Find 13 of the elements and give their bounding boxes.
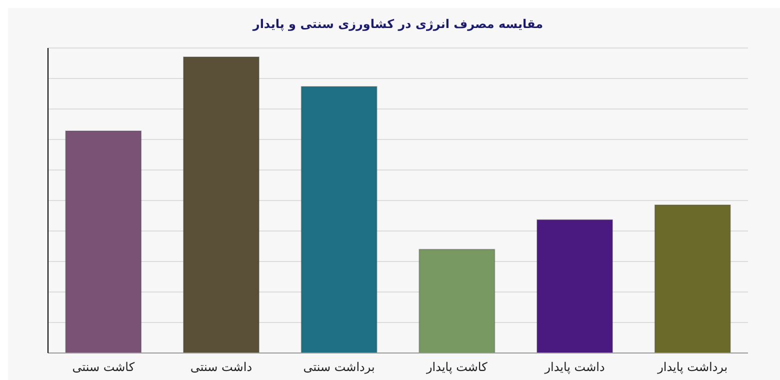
x-tick-label: داشت سنتی — [190, 360, 252, 374]
x-tick-label: برداشت سنتی — [303, 360, 375, 374]
bar — [418, 248, 496, 354]
chart-title: مقایسه مصرف انرژی در کشاورزی سنتی و پایدار — [252, 17, 544, 31]
x-tick-label: کاشت سنتی — [72, 360, 135, 374]
x-tick-label: کاشت پایدار — [426, 360, 488, 374]
bar — [654, 204, 731, 354]
bar — [300, 86, 378, 354]
bar — [536, 219, 613, 354]
x-tick-label: داشت پایدار — [544, 360, 605, 374]
x-tick-label: برداشت پایدار — [656, 360, 728, 374]
bar — [65, 130, 142, 354]
bar — [183, 56, 260, 354]
